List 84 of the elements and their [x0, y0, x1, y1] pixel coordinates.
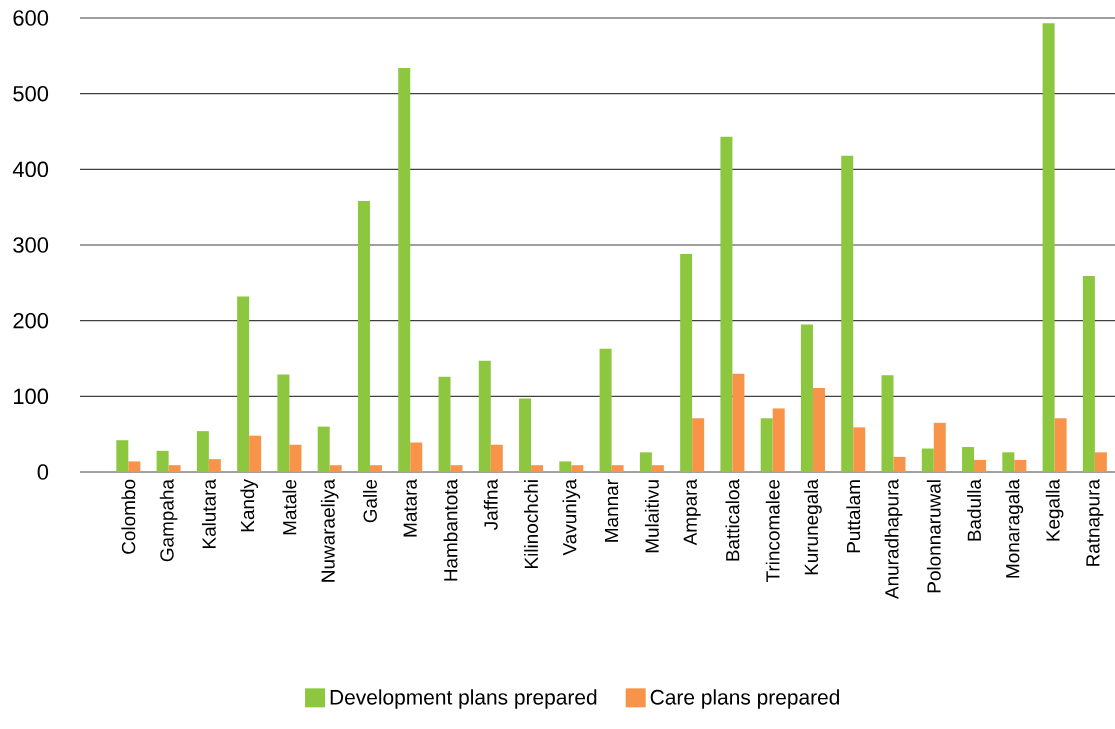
x-tick-label: Matale — [282, 479, 297, 535]
x-tick-label: Trincomalee — [765, 479, 780, 583]
bar — [329, 465, 342, 472]
bar — [490, 444, 503, 472]
bar — [410, 442, 423, 472]
bar — [760, 418, 773, 472]
y-tick-label: 200 — [13, 312, 49, 329]
bar — [1014, 459, 1027, 472]
x-tick-label: Polonnaruwal — [926, 480, 941, 593]
bar — [450, 465, 463, 472]
x-tick-label: Kalutara — [201, 479, 216, 548]
bar — [1042, 23, 1055, 472]
bar — [841, 155, 854, 472]
bar — [974, 459, 987, 472]
bar — [720, 136, 733, 472]
y-tick-label: 600 — [13, 10, 49, 26]
bar — [317, 426, 330, 472]
y-tick-label: 500 — [13, 85, 49, 102]
bar — [156, 450, 169, 472]
bar — [519, 398, 532, 472]
bar — [196, 431, 209, 472]
bar — [1054, 418, 1067, 472]
x-tick-label: Vavuniya — [562, 479, 581, 556]
bar — [933, 422, 946, 472]
bar — [277, 374, 290, 472]
bar — [478, 360, 491, 472]
legend-label: Development plans prepared — [330, 689, 597, 709]
bar — [249, 435, 262, 472]
bar — [168, 465, 181, 472]
x-tick-label: Monaragala — [1005, 479, 1024, 578]
y-tick-label: 0 — [37, 464, 49, 480]
bar — [800, 324, 813, 472]
bar — [692, 418, 705, 472]
bar — [680, 254, 693, 472]
bar — [881, 375, 894, 472]
x-tick-label: Nuwaraeliya — [320, 479, 339, 582]
bar — [438, 376, 451, 472]
bar — [639, 452, 652, 472]
x-tick-label: Puttalam — [846, 480, 861, 553]
bar — [398, 67, 411, 472]
bar — [1082, 276, 1095, 472]
legend-label: Care plans prepared — [650, 689, 839, 709]
x-tick-label: Kandy — [240, 479, 258, 532]
x-tick-label: Kilinochchi — [524, 480, 539, 568]
x-tick-label: Ampara — [683, 479, 701, 546]
x-tick-label: Kegalla — [1045, 479, 1064, 541]
bar — [812, 388, 825, 472]
x-tick-label: Batticaloa — [725, 479, 740, 561]
bar — [559, 461, 572, 472]
y-tick-label: 300 — [13, 237, 49, 253]
bar — [921, 448, 934, 472]
bar — [853, 427, 866, 472]
x-tick-label: Gampaha — [159, 479, 178, 562]
y-tick-label: 100 — [14, 388, 49, 405]
x-tick-label: Mulaitivu — [644, 480, 659, 553]
x-tick-label: Colombo — [121, 479, 136, 554]
bar — [208, 459, 221, 472]
bar — [571, 465, 584, 472]
bar — [357, 201, 370, 472]
bar — [1094, 452, 1107, 472]
x-tick-label: Kurunegala — [804, 479, 822, 575]
bar — [732, 373, 745, 472]
y-tick-label: 400 — [12, 161, 49, 178]
bar — [116, 440, 129, 472]
x-tick-label: Mannar — [604, 479, 619, 542]
x-tick-label: Jaffna — [483, 479, 498, 530]
bar — [1002, 452, 1015, 472]
bar — [962, 447, 975, 472]
bar — [237, 296, 250, 472]
bar — [772, 408, 785, 472]
x-tick-label: Hambantota — [443, 479, 458, 581]
bar — [893, 456, 906, 472]
x-tick-label: Ratnapura — [1086, 479, 1104, 566]
bar — [599, 348, 612, 472]
bar — [531, 465, 544, 472]
bar — [369, 465, 382, 472]
x-tick-label: Anuradhapura — [884, 479, 903, 599]
x-tick-label: Matara — [403, 479, 417, 537]
bar — [611, 465, 624, 472]
x-tick-label: Badulla — [967, 479, 982, 541]
bar — [128, 461, 141, 472]
x-tick-label: Galle — [363, 479, 377, 523]
bar — [651, 465, 664, 472]
bar — [289, 444, 302, 472]
